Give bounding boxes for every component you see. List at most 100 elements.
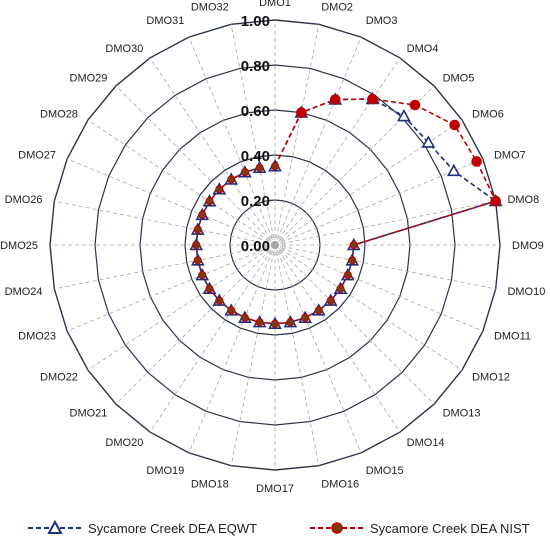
nist-point-32 — [255, 163, 264, 172]
category-label-28: DMO28 — [40, 108, 78, 120]
spoke-6 — [274, 119, 463, 246]
nist-point-11 — [343, 271, 352, 280]
spoke-16 — [274, 244, 320, 466]
legend-label-nist: Sycamore Creek DEA NIST — [370, 520, 530, 536]
spoke-7 — [274, 158, 484, 246]
spoke-13 — [274, 244, 435, 405]
nist-point-21 — [215, 296, 224, 305]
eqwt-point-5 — [397, 108, 411, 122]
category-label-29: DMO29 — [70, 72, 108, 84]
grid-ring-1 — [184, 154, 366, 336]
radar-spokes — [50, 20, 500, 470]
category-label-14: DMO14 — [407, 437, 445, 449]
spoke-30 — [149, 57, 276, 246]
nist-point-6 — [449, 119, 460, 131]
spoke-8 — [274, 200, 496, 246]
category-label-7: DMO7 — [494, 149, 526, 161]
r-tick-label-3: 0.60 — [241, 103, 270, 120]
r-tick-label-5: 1.00 — [241, 13, 270, 30]
spoke-2 — [274, 24, 320, 246]
spoke-20 — [149, 244, 276, 433]
r-tick-label-4: 0.80 — [241, 58, 270, 75]
category-label-4: DMO4 — [407, 43, 439, 55]
spoke-28 — [87, 119, 276, 246]
center-ring-3 — [268, 238, 282, 252]
category-label-25: DMO25 — [0, 240, 38, 252]
grid-ring-3 — [94, 64, 456, 426]
spoke-5 — [274, 85, 435, 246]
category-label-30: DMO30 — [105, 43, 143, 55]
spoke-32 — [230, 24, 276, 246]
category-label-15: DMO15 — [366, 465, 404, 477]
category-label-8: DMO8 — [507, 194, 539, 206]
nist-point-10 — [348, 256, 357, 265]
category-label-3: DMO3 — [366, 15, 398, 27]
nist-point-24 — [193, 256, 202, 265]
category-label-18: DMO18 — [191, 478, 229, 490]
spoke-24 — [54, 244, 276, 290]
nist-point-27 — [198, 210, 207, 219]
nist-point-17 — [270, 319, 280, 328]
category-label-1: DMO1 — [259, 0, 291, 9]
category-label-20: DMO20 — [105, 437, 143, 449]
nist-point-20 — [227, 306, 236, 315]
nist-point-5 — [409, 99, 421, 111]
spoke-12 — [274, 244, 463, 371]
category-label-6: DMO6 — [472, 108, 504, 120]
category-label-23: DMO23 — [18, 331, 56, 343]
nist-point-14 — [314, 306, 323, 315]
category-label-27: DMO27 — [18, 149, 56, 161]
category-labels: DMO1 DMO2 DMO3 DMO4 DMO5 DMO6 DMO7 DMO8 DMO9 DMO1… — [0, 0, 545, 495]
category-label-32: DMO32 — [191, 2, 229, 14]
nist-point-19 — [240, 313, 249, 322]
spoke-21 — [115, 244, 276, 405]
radial-tick-labels: 0.00 0.20 0.40 0.60 0.80 1.00 — [241, 13, 270, 255]
nist-point-2 — [296, 107, 307, 118]
nist-point-4 — [367, 93, 378, 105]
category-label-26: DMO26 — [5, 194, 43, 206]
nist-point-9 — [349, 240, 358, 250]
nist-point-28 — [205, 197, 214, 206]
nist-point-22 — [205, 284, 214, 293]
spoke-15 — [274, 244, 362, 454]
spoke-4 — [274, 57, 401, 246]
nist-point-12 — [336, 284, 345, 293]
eqwt-point-7 — [446, 163, 461, 177]
legend-swatch-nist — [310, 522, 364, 534]
nist-point-3 — [329, 94, 341, 105]
r-tick-label-0: 0.00 — [241, 238, 270, 255]
legend-item-eqwt: Sycamore Creek DEA EQWT — [28, 520, 257, 536]
spoke-26 — [54, 200, 276, 246]
legend-swatch-eqwt — [28, 520, 82, 534]
category-label-13: DMO13 — [443, 408, 481, 420]
nist-point-1 — [270, 162, 280, 171]
spoke-31 — [188, 36, 276, 246]
spoke-11 — [274, 244, 484, 332]
eqwt-point-6 — [421, 135, 436, 148]
nist-point-23 — [198, 271, 207, 280]
category-label-24: DMO24 — [5, 286, 43, 298]
category-label-19: DMO19 — [146, 465, 184, 477]
nist-point-26 — [193, 225, 202, 234]
category-label-12: DMO12 — [472, 372, 510, 384]
spoke-19 — [188, 244, 276, 454]
category-label-22: DMO22 — [40, 372, 78, 384]
legend: Sycamore Creek DEA EQWT Sycamore Creek D… — [0, 516, 550, 542]
category-label-11: DMO11 — [494, 331, 531, 343]
nist-point-16 — [286, 318, 295, 327]
category-label-5: DMO5 — [443, 72, 475, 84]
spoke-22 — [87, 244, 276, 371]
nist-point-25 — [192, 240, 201, 250]
spoke-14 — [274, 244, 401, 433]
category-label-2: DMO2 — [321, 2, 353, 14]
category-label-21: DMO21 — [70, 408, 108, 420]
nist-point-18 — [255, 318, 264, 327]
spoke-23 — [66, 244, 276, 332]
r-tick-label-1: 0.20 — [241, 193, 270, 210]
nist-point-31 — [240, 168, 249, 177]
nist-point-29 — [215, 185, 224, 194]
series-line-0 — [195, 98, 498, 325]
nist-point-8 — [490, 195, 501, 207]
category-label-17: DMO17 — [256, 483, 294, 495]
